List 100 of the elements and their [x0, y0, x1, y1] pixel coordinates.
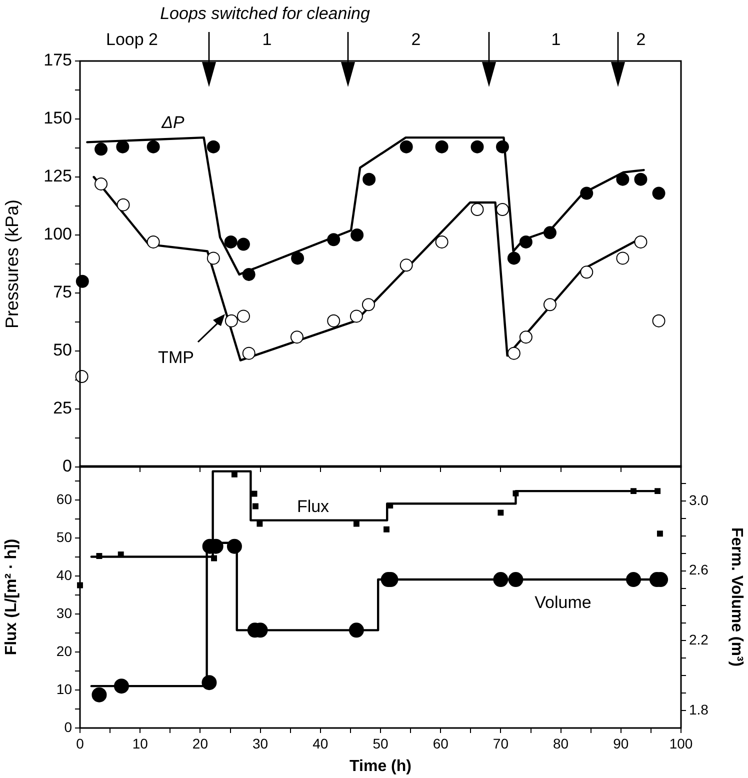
point	[146, 235, 160, 248]
point	[543, 298, 556, 312]
y-tick-label: 50	[56, 529, 72, 546]
text: 1	[551, 30, 561, 50]
point	[543, 226, 556, 240]
x-tick-label: 40	[312, 735, 328, 752]
point	[498, 510, 504, 516]
y-tick-label: 10	[56, 680, 72, 697]
point	[242, 268, 256, 281]
point	[616, 172, 630, 186]
point	[348, 622, 364, 638]
point	[652, 186, 666, 200]
point	[654, 488, 661, 494]
point	[92, 687, 107, 702]
y-tick-label: 20	[56, 642, 72, 659]
y-axis-title: Flux (L/[m² · h])	[3, 538, 20, 656]
point	[435, 235, 448, 248]
point	[236, 310, 250, 323]
point	[202, 675, 217, 690]
point	[626, 572, 642, 588]
text: TMP	[158, 348, 194, 368]
point	[519, 330, 532, 344]
x-tick-label: 70	[492, 735, 509, 752]
point	[236, 238, 250, 251]
y-tick-label: 0	[62, 456, 72, 476]
point	[652, 314, 666, 328]
point	[96, 553, 102, 559]
point	[114, 678, 129, 694]
point	[580, 266, 594, 279]
point	[508, 572, 524, 588]
point	[470, 140, 484, 154]
point	[226, 538, 242, 554]
x-tick-label: 0	[76, 735, 84, 752]
y-tick-label: 75	[53, 282, 72, 302]
y-tick-label: 50	[53, 340, 72, 360]
point	[327, 314, 340, 328]
y-tick-label: 25	[53, 398, 72, 418]
y-tick-label: 125	[44, 166, 72, 186]
text: Loops switched for cleaning	[160, 4, 370, 24]
point	[507, 252, 520, 265]
point	[327, 233, 340, 246]
point	[251, 490, 258, 497]
point	[362, 298, 375, 312]
point	[94, 177, 108, 190]
point	[116, 198, 130, 212]
y2-tick-label: 2.6	[689, 562, 709, 578]
point	[616, 252, 630, 265]
point	[400, 140, 413, 154]
series-label: Volume	[534, 593, 592, 613]
x-tick-label: 10	[132, 735, 148, 752]
y-tick-label: 0	[64, 718, 72, 735]
point	[242, 346, 256, 360]
text: 2	[636, 30, 646, 50]
x-tick-label: 20	[192, 735, 208, 752]
point	[493, 572, 508, 588]
point	[384, 526, 390, 532]
point	[496, 140, 510, 154]
point	[634, 235, 648, 248]
point	[470, 202, 484, 216]
y-tick-label: 60	[56, 491, 72, 508]
y2-tick-label: 3.0	[689, 492, 709, 508]
x-tick-label: 100	[669, 735, 693, 752]
x-tick-label: 50	[372, 735, 388, 752]
point	[496, 202, 510, 216]
y2-axis-title: Ferm. Volume (m³)	[728, 527, 745, 667]
y-tick-label: 175	[44, 50, 72, 70]
point	[146, 140, 160, 154]
y-tick-label: 30	[56, 604, 72, 621]
point	[656, 530, 663, 537]
point	[400, 258, 413, 272]
y-tick-label: 100	[44, 224, 72, 244]
point	[435, 140, 448, 154]
text: 1	[262, 30, 272, 50]
point	[224, 235, 238, 248]
y-tick-label: 40	[56, 566, 72, 583]
point	[252, 503, 258, 510]
point	[634, 172, 648, 186]
point	[256, 520, 263, 527]
y2-tick-label: 2.2	[689, 632, 709, 648]
y2-tick-label: 1.8	[689, 701, 709, 718]
point	[630, 488, 636, 494]
point	[353, 520, 360, 527]
point	[291, 252, 304, 265]
point	[211, 555, 217, 562]
point	[580, 186, 594, 200]
x-axis-title: Time (h)	[350, 758, 412, 775]
point	[362, 172, 376, 186]
series-label: ΔP	[162, 113, 184, 133]
point	[290, 330, 304, 344]
x-tick-label: 60	[432, 735, 449, 752]
point	[206, 252, 220, 265]
point	[519, 235, 532, 248]
point	[350, 228, 364, 242]
point	[224, 314, 238, 328]
point	[116, 140, 130, 154]
x-tick-label: 30	[252, 735, 268, 752]
point	[507, 346, 520, 360]
point	[94, 142, 108, 156]
point	[512, 490, 519, 496]
text: 2	[411, 30, 421, 50]
